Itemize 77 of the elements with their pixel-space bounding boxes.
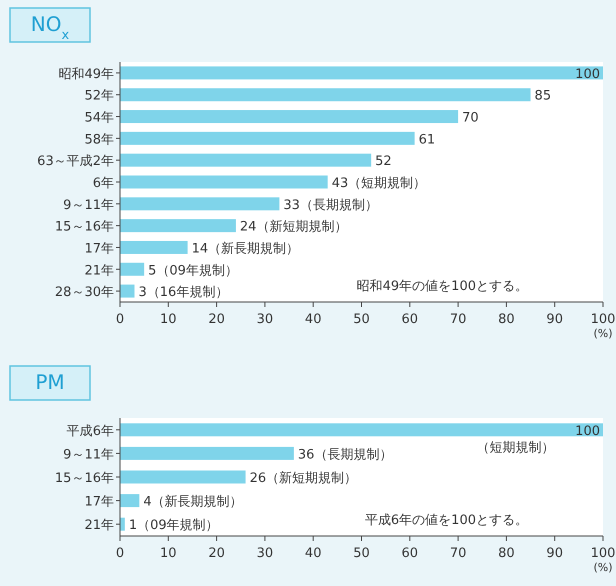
data-label: 61 — [418, 132, 436, 148]
bar — [120, 154, 372, 167]
y-tick-label: 15～16年 — [54, 471, 114, 486]
data-label: 100 — [575, 66, 600, 82]
y-tick-label: 17年 — [84, 494, 114, 510]
bar — [120, 446, 294, 460]
data-label: 43（短期規制） — [332, 176, 426, 191]
data-label: 52 — [375, 154, 392, 170]
y-tick-label: 17年 — [84, 241, 114, 256]
bar — [120, 219, 236, 232]
bar — [120, 262, 144, 276]
data-label: 5（09年規制） — [148, 263, 238, 278]
y-tick-label: 21年 — [84, 263, 114, 278]
bar — [120, 423, 603, 436]
annotation: 平成6年の値を100とする。 — [364, 513, 528, 528]
bar — [120, 518, 125, 531]
x-tick-label: 0 — [116, 546, 124, 561]
y-tick-label: 54年 — [84, 110, 114, 126]
data-label: 1（09年規制） — [128, 518, 219, 534]
data-label: 24（新短期規制） — [240, 220, 348, 235]
x-tick-label: 90 — [546, 312, 563, 327]
bar — [120, 132, 415, 145]
x-tick-label: 10 — [160, 312, 177, 327]
y-tick-label: 15～16年 — [54, 220, 114, 235]
x-tick-label: 20 — [208, 312, 225, 327]
bar — [120, 176, 328, 188]
bar — [120, 240, 188, 254]
y-tick-label: 21年 — [84, 518, 114, 534]
annotation: 昭和49年の値を100とする。 — [356, 279, 528, 294]
x-axis-title: (%) — [593, 561, 613, 574]
y-tick-label: 52年 — [84, 88, 114, 104]
x-tick-label: 10 — [160, 546, 177, 561]
data-label: 85 — [534, 88, 552, 104]
y-tick-label: 9～11年 — [63, 198, 114, 213]
x-tick-label: 40 — [304, 312, 322, 327]
x-tick-label: 30 — [256, 546, 274, 561]
data-label: 33（長期規制） — [283, 198, 378, 213]
x-tick-label: 80 — [498, 546, 515, 561]
x-axis-title: (%) — [593, 327, 613, 340]
x-tick-label: 30 — [256, 312, 274, 327]
chart-title: PM — [35, 370, 65, 394]
data-label: 3（16年規制） — [138, 285, 228, 300]
x-tick-label: 50 — [353, 546, 370, 561]
data-label: 4（新長期規制） — [143, 494, 243, 510]
x-tick-label: 70 — [450, 312, 466, 327]
x-tick-label: 60 — [402, 546, 418, 561]
y-tick-label: 58年 — [84, 132, 114, 148]
data-label: 70 — [462, 110, 479, 126]
data-label: 14（新長期規制） — [192, 241, 300, 256]
x-tick-label: 80 — [498, 312, 515, 327]
annotation: （短期規制） — [476, 440, 555, 456]
chart-title: NO$_{x}$ — [30, 12, 70, 42]
y-tick-label: 63～平成2年 — [37, 154, 114, 170]
y-tick-label: 6年 — [92, 176, 114, 191]
x-tick-label: 70 — [450, 546, 466, 561]
y-tick-label: 9～11年 — [63, 447, 114, 462]
x-tick-label: 100 — [590, 546, 616, 561]
x-tick-label: 0 — [116, 312, 124, 327]
x-tick-label: 20 — [208, 546, 225, 561]
y-tick-label: 平成6年 — [66, 424, 114, 439]
data-label: 36（長期規制） — [298, 447, 392, 462]
bar — [120, 494, 140, 508]
bar — [120, 470, 246, 484]
x-tick-label: 60 — [402, 312, 418, 327]
bar — [120, 197, 280, 210]
data-label: 26（新短期規制） — [250, 471, 358, 486]
bar — [120, 66, 603, 80]
y-tick-label: 昭和49年 — [58, 66, 114, 82]
x-tick-label: 50 — [353, 312, 370, 327]
bar — [120, 284, 134, 298]
x-tick-label: 100 — [590, 312, 616, 327]
data-label: 100 — [575, 424, 600, 439]
x-tick-label: 40 — [304, 546, 322, 561]
bar — [120, 88, 531, 102]
bar — [120, 110, 458, 124]
y-tick-label: 28～30年 — [54, 285, 114, 300]
x-tick-label: 90 — [546, 546, 563, 561]
